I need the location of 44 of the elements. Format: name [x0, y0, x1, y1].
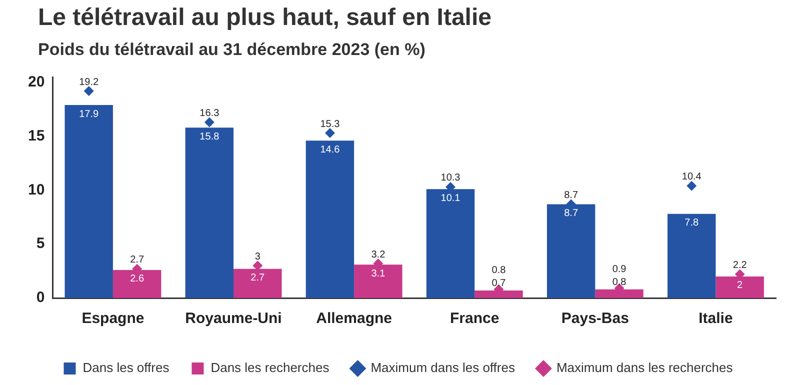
bar	[306, 140, 354, 298]
legend-label: Dans les recherches	[210, 360, 330, 376]
chart-title: Le télétravail au plus haut, sauf en Italie	[38, 4, 492, 32]
data-label: 14.6	[320, 144, 340, 156]
y-tick-label: 0	[36, 289, 45, 306]
y-tick-label: 20	[28, 74, 45, 91]
data-label: 15.8	[200, 131, 220, 142]
data-label: 0.7	[492, 278, 506, 290]
data-label: 0.8	[612, 277, 627, 288]
y-tick-label: 15	[28, 127, 45, 144]
data-label: 2.7	[250, 272, 266, 284]
legend-label: Dans les offres	[82, 360, 170, 376]
data-label: 2	[737, 280, 744, 292]
chart-subtitle: Poids du télétravail au 31 décembre 2023 (en %)	[38, 40, 426, 60]
data-label: 16.3	[200, 108, 220, 120]
x-tick-label: Allemagne	[316, 310, 392, 328]
data-label: 10.1	[440, 192, 461, 204]
data-label: 19.2	[79, 76, 100, 88]
data-label: 7.8	[684, 218, 699, 229]
data-label: 0.8	[492, 265, 506, 276]
y-tick-label: 5	[36, 235, 45, 252]
legend-label: Maximum dans les offres	[370, 360, 516, 376]
y-tick-label: 10	[28, 181, 45, 198]
data-label: 8.7	[564, 190, 578, 201]
data-label: 3.1	[371, 268, 386, 280]
data-label: 2.2	[732, 260, 748, 272]
bar	[64, 105, 113, 298]
data-label: 3	[254, 251, 261, 262]
data-label: 2.7	[130, 254, 144, 266]
bar	[668, 214, 716, 298]
data-label: 3.2	[371, 249, 386, 260]
x-tick-label: France	[450, 310, 500, 328]
x-tick-label: Espagne	[82, 310, 144, 328]
data-label: 10.3	[440, 172, 461, 184]
data-label: 10.4	[682, 172, 702, 183]
data-label: 2.6	[130, 274, 144, 285]
legend-label: Maximum dans les recherches	[556, 360, 734, 376]
data-label: 8.7	[564, 208, 578, 219]
data-label: 17.9	[79, 108, 100, 120]
x-tick-label: Royaume-Uni	[185, 310, 282, 328]
x-tick-label: Italie	[698, 310, 733, 328]
x-tick-label: Pays-Bas	[561, 310, 629, 328]
data-label: 15.3	[320, 118, 340, 130]
data-label: 0.9	[612, 264, 627, 276]
